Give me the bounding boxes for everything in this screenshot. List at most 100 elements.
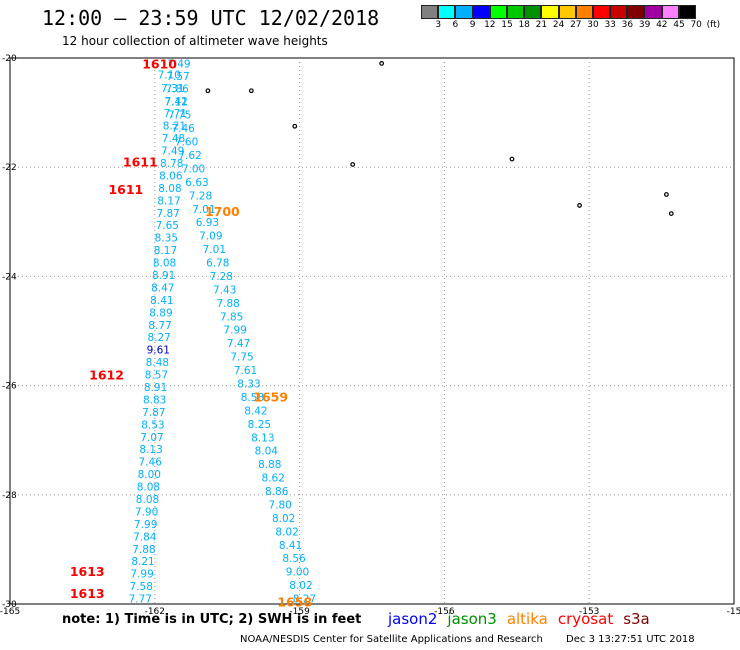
x-tick-label: -165: [0, 607, 20, 617]
legend-label: 12: [484, 20, 496, 30]
wave-height-value: 8.08: [158, 183, 181, 195]
wave-height-value: 7.48: [162, 133, 185, 145]
island-marker: [205, 88, 211, 94]
wave-height-value: 8.00: [138, 469, 161, 481]
wave-height-value: 8.83: [143, 394, 166, 406]
legend-swatch: [644, 5, 662, 19]
legend-swatch: [506, 5, 525, 19]
legend-swatch: [455, 5, 473, 19]
wave-height-value: 8.17: [157, 195, 180, 207]
wave-height-value: 8.42: [244, 405, 267, 417]
wave-height-value: 7.28: [189, 190, 212, 202]
wave-height-value: 8.56: [282, 553, 306, 565]
wave-height-value: 7.01: [203, 244, 226, 256]
wave-height-value: 8.77: [148, 320, 171, 332]
wave-height-value: 8.02: [289, 580, 312, 592]
legend-swatch: [661, 5, 679, 19]
mission-jason3: jason3: [447, 610, 497, 628]
x-tick-label: -15: [727, 607, 740, 617]
wave-height-value: 8.86: [265, 486, 289, 498]
wave-height-value: 8.35: [155, 233, 178, 245]
pass-time-label: 1613: [70, 564, 105, 579]
island-marker: [668, 211, 674, 217]
mission-s3a: s3a: [623, 610, 650, 628]
wave-height-value: 7.00: [182, 163, 205, 175]
y-tick-label: -28: [2, 491, 17, 501]
wave-height-value: 8.33: [237, 379, 260, 391]
wave-height-value: 8.53: [141, 419, 164, 431]
wave-height-value: 7.88: [132, 544, 155, 556]
grid-lines: [10, 58, 734, 604]
legend-label: 27: [570, 20, 582, 30]
wave-height-value: 6.63: [185, 177, 208, 189]
legend-label: 70: [690, 20, 702, 30]
legend-swatch: [678, 5, 696, 19]
map-subtitle: 12 hour collection of altimeter wave hei…: [62, 34, 328, 48]
wave-height-value: 7.01: [192, 204, 215, 216]
legend-labels: 3 6 9 12 15 18 21 24 27 30 33 36 39 42 45 70 (ft): [421, 19, 740, 31]
wave-height-value: 8.88: [258, 459, 281, 471]
wave-height-value: 7.65: [156, 220, 179, 232]
wave-height-value: 7.42: [165, 96, 188, 108]
legend-label: 15: [501, 20, 513, 30]
altimeter-tracks: 7.497.577.867.427.718.217.487.498.788.06…: [129, 58, 316, 605]
island-marker: [664, 192, 669, 197]
wave-height-value: 8.08: [153, 258, 176, 270]
legend-swatches: [421, 5, 740, 19]
wave-height-value: 7.43: [213, 284, 236, 296]
wave-height-value: 8.04: [255, 446, 279, 458]
wave-height-value: 7.07: [140, 432, 163, 444]
wave-height-value: 7.85: [220, 311, 243, 323]
color-legend: 3 6 9 12 15 18 21 24 27 30 33 36 39 42 45 70 (ft): [421, 5, 740, 31]
wave-height-value: 7.71: [164, 108, 187, 120]
wave-height-value: 7.49: [167, 58, 190, 70]
legend-swatch: [627, 5, 645, 19]
wave-height-value: 8.08: [137, 482, 160, 494]
pass-time-label: 1658: [277, 594, 312, 609]
legend-label: 36: [621, 20, 634, 30]
wave-height-value: 7.49: [161, 146, 184, 158]
legend-label: (ft): [706, 20, 721, 30]
y-tick-label: -22: [2, 163, 17, 173]
wave-height-value: 7.99: [134, 519, 157, 531]
pass-time-label: 1700: [205, 204, 240, 219]
wave-height-value: 8.41: [150, 295, 173, 307]
wave-height-value: 8.17: [154, 245, 177, 257]
wave-height-value: 7.88: [216, 298, 239, 310]
wave-height-value: 8.27: [147, 332, 170, 344]
wave-height-value: 7.77: [129, 594, 152, 606]
legend-swatch: [472, 5, 490, 19]
agency-credit: NOAA/NESDIS Center for Satellite Applica…: [240, 634, 543, 645]
mission-jason2: jason2: [388, 610, 438, 628]
legend-label: 39: [638, 20, 651, 30]
wave-height-value: 8.91: [152, 270, 175, 282]
wave-height-value: 7.75: [168, 110, 191, 122]
wave-height-value: 7.60: [175, 137, 198, 149]
generated-timestamp: Dec 3 13:27:51 UTC 2018: [566, 634, 695, 645]
axis-ticks: -165 -162 -159 -156 -153 -15 -20 -22 -24 -26 -28 -3…: [0, 54, 740, 617]
wave-height-value: 6.78: [206, 258, 229, 270]
x-tick-label: -156: [434, 607, 455, 617]
wave-height-value: 8.13: [139, 444, 162, 456]
wave-height-value: 8.25: [248, 419, 271, 431]
wave-height-value: 8.89: [149, 307, 172, 319]
map-title: 12:00 — 23:59 UTC 12/02/2018: [42, 6, 380, 30]
wave-height-value: 7.46: [171, 123, 195, 135]
pass-time-label: 1613: [70, 586, 105, 601]
y-tick-label: -26: [2, 382, 17, 392]
wave-height-value: 8.02: [275, 526, 298, 538]
wave-height-value: 8.62: [262, 473, 285, 485]
x-tick-label: -159: [289, 607, 310, 617]
legend-label: 30: [587, 20, 599, 30]
legend-label: 3: [435, 20, 442, 30]
legend-label: 42: [656, 20, 668, 30]
wave-height-value: 7.28: [210, 271, 233, 283]
wave-height-value: 8.58: [241, 392, 264, 404]
legend-label: 6: [452, 20, 459, 30]
y-tick-label: -20: [2, 54, 17, 64]
mission-altika: altika: [506, 610, 548, 628]
wave-height-value: 7.57: [166, 71, 189, 83]
wave-height-value: 7.61: [234, 365, 257, 377]
wave-height-value: 7.09: [199, 231, 222, 243]
